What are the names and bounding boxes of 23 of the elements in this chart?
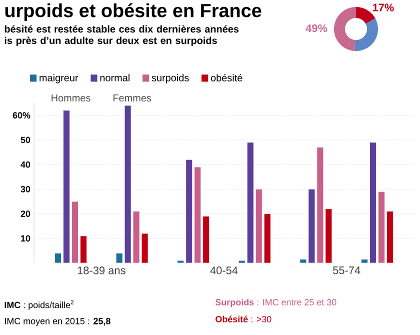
data-label: 49% bbox=[306, 24, 328, 32]
text: IMC moyen en 2015 : 25,8 bbox=[5, 318, 110, 326]
chart-subtitle: bésité est restée stable ces dix dernières années is près d’un adulte sur deux est en surpoids bbox=[4, 25, 239, 46]
legend-label: normal bbox=[100, 74, 130, 82]
text: 55-74 bbox=[333, 266, 360, 274]
chart-title: urpoids et obésite en France bbox=[5, 3, 262, 22]
legend-label: obésité bbox=[210, 74, 242, 82]
y-tick-label: 30 bbox=[20, 186, 30, 192]
text: IMC : poids/taille$^{2}$ bbox=[4, 300, 74, 310]
x-tick-label: Femmes bbox=[114, 94, 152, 102]
text: Surpoids : IMC entre 25 et 30 bbox=[215, 298, 336, 308]
legend-label: maigreur bbox=[40, 74, 78, 84]
legend-label: surpoids bbox=[152, 74, 189, 84]
y-tick-label: 20 bbox=[20, 210, 30, 217]
x-tick-label: Hommes bbox=[52, 94, 90, 102]
y-tick-label: 40 bbox=[20, 161, 30, 168]
y-tick-label: 50 bbox=[20, 136, 30, 144]
y-tick-label: 10 bbox=[21, 235, 30, 242]
text: 18-39 ans bbox=[78, 266, 126, 274]
data-label: 17% bbox=[372, 4, 394, 12]
text: Obésité : >30 bbox=[216, 316, 272, 322]
y-tick-label: 60% bbox=[12, 112, 30, 118]
text: 40-54 bbox=[210, 266, 238, 274]
